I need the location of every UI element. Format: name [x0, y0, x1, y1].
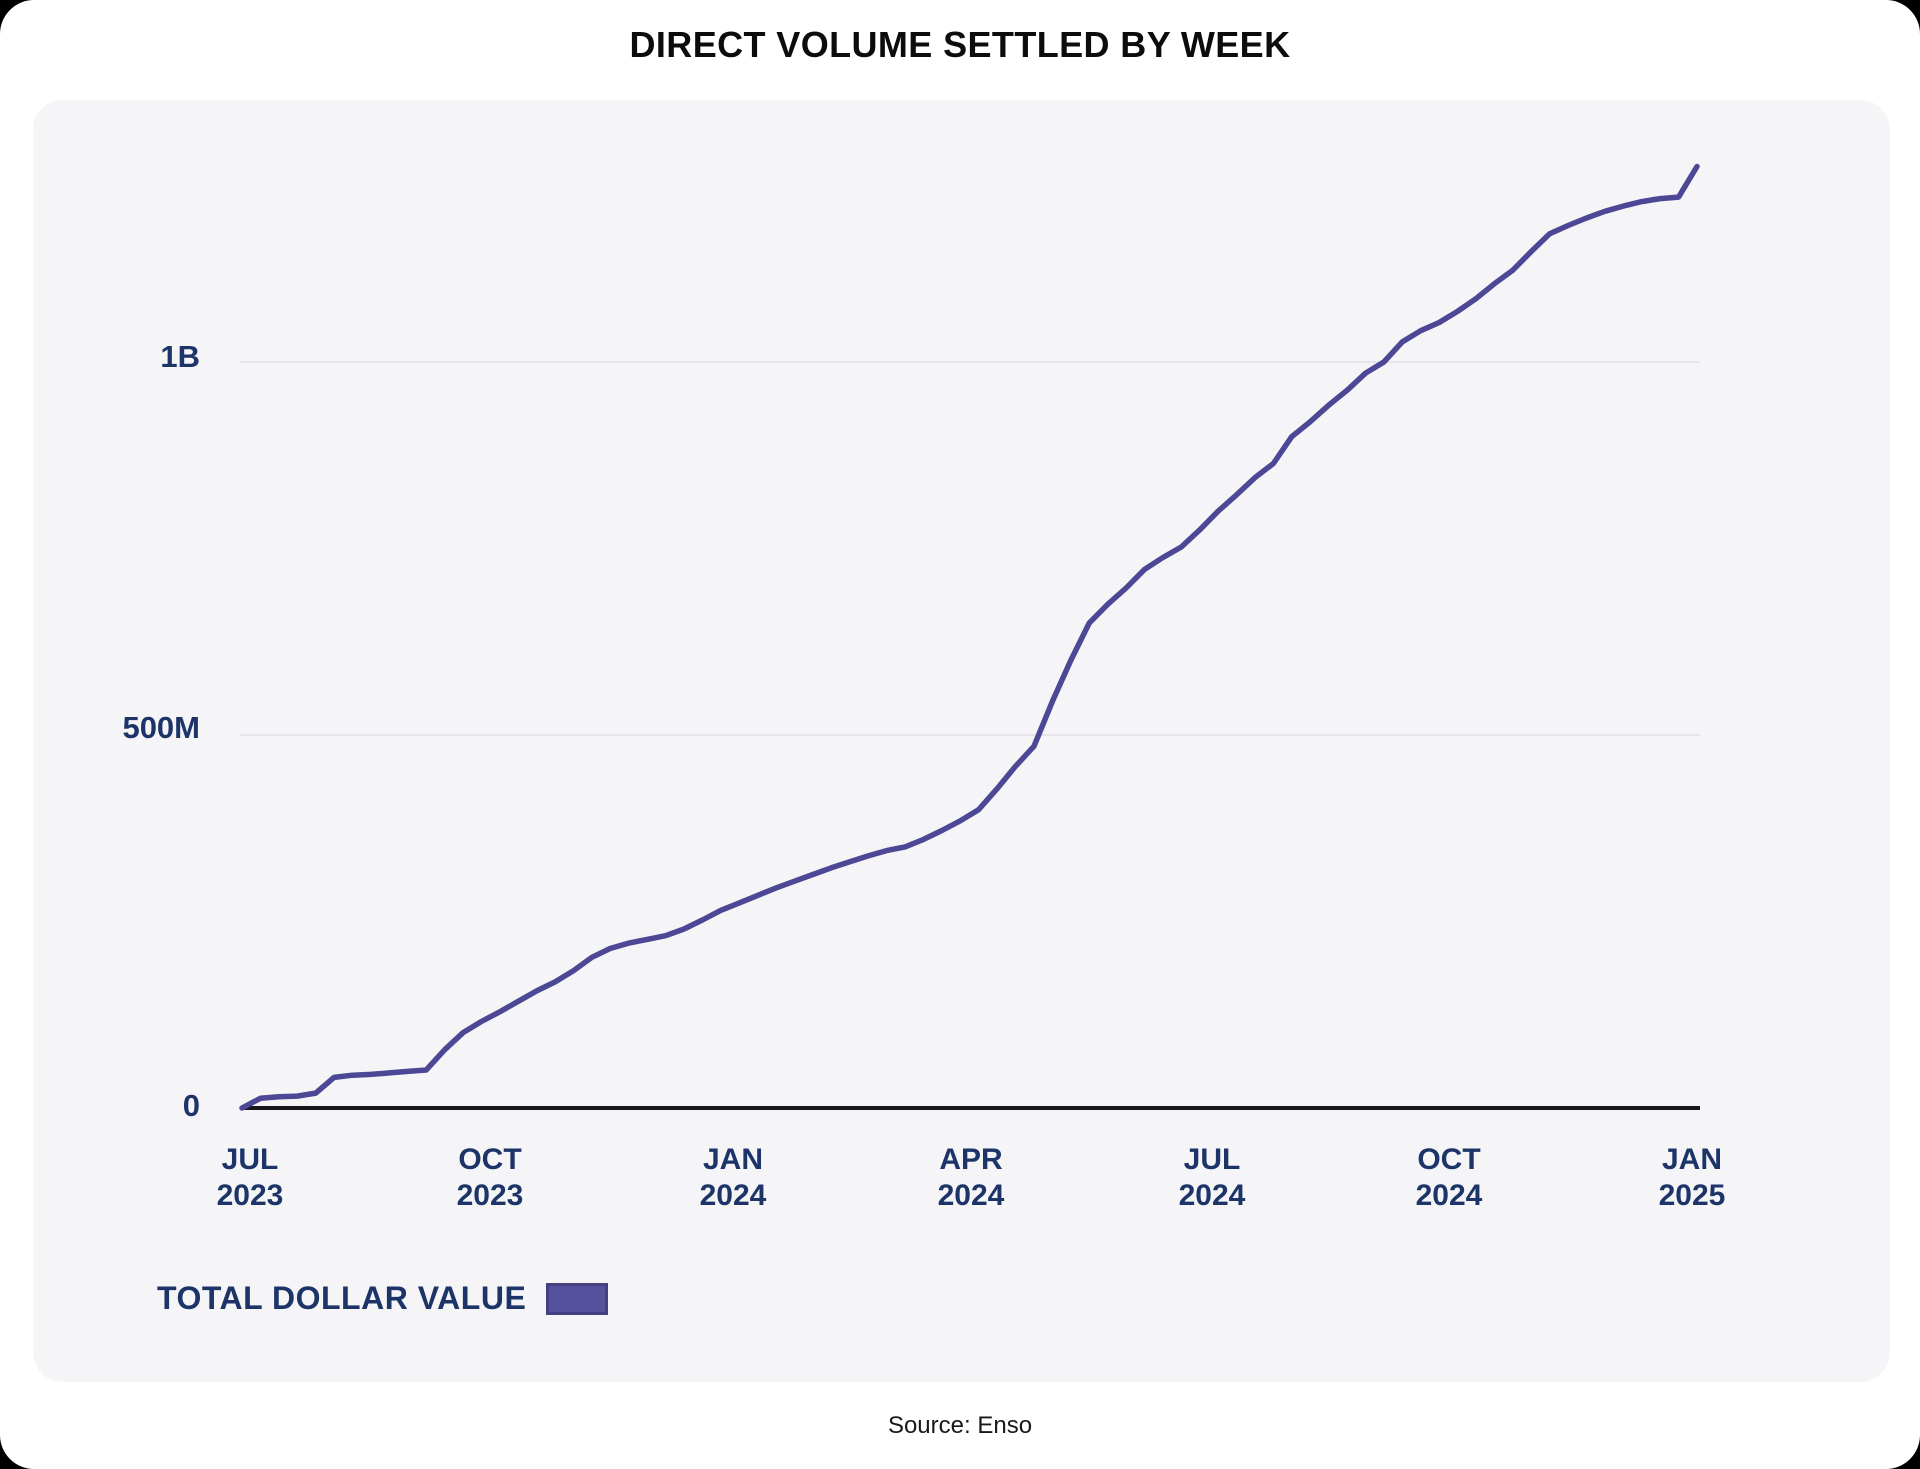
x-tick-apr-2024: APR 2024	[886, 1142, 1056, 1214]
x-tick-oct-2024: OCT 2024	[1364, 1142, 1534, 1214]
chart-legend: TOTAL DOLLAR VALUE	[157, 1280, 609, 1317]
x-tick-jan-2024: JAN 2024	[648, 1142, 818, 1214]
x-tick-month: OCT	[458, 1143, 522, 1176]
x-tick-year: 2023	[456, 1179, 524, 1212]
y-tick-1b: 1B	[160, 339, 200, 374]
y-tick-0: 0	[182, 1088, 200, 1123]
x-tick-jul-2023: JUL 2023	[165, 1142, 335, 1214]
x-tick-year: 2024	[1415, 1179, 1483, 1212]
total-dollar-value-line	[239, 163, 1700, 1111]
volume-line-chart	[239, 163, 1700, 1111]
chart-card: 1B 500M 0 JUL 2023 OCT 2023 JAN 2024 APR…	[33, 100, 1890, 1382]
x-tick-month: JAN	[702, 1143, 763, 1176]
x-tick-jul-2024: JUL 2024	[1127, 1142, 1297, 1214]
y-tick-500m: 500M	[122, 710, 200, 745]
source-caption: Source: Enso	[887, 1412, 1033, 1439]
x-tick-year: 2023	[216, 1179, 284, 1212]
x-tick-year: 2024	[937, 1179, 1005, 1212]
chart-title: DIRECT VOLUME SETTLED BY WEEK	[629, 24, 1291, 65]
legend-label: TOTAL DOLLAR VALUE	[157, 1280, 527, 1316]
x-tick-month: APR	[939, 1143, 1003, 1176]
x-tick-month: JAN	[1661, 1143, 1722, 1176]
x-tick-year: 2025	[1658, 1179, 1726, 1212]
x-tick-oct-2023: OCT 2023	[405, 1142, 575, 1214]
x-tick-jan-2025: JAN 2025	[1607, 1142, 1777, 1214]
legend-color-swatch	[546, 1282, 609, 1315]
x-tick-month: OCT	[1417, 1143, 1481, 1176]
x-tick-year: 2024	[1178, 1179, 1246, 1212]
x-tick-month: JUL	[1183, 1143, 1241, 1176]
x-tick-year: 2024	[699, 1179, 767, 1212]
x-tick-month: JUL	[221, 1143, 279, 1176]
